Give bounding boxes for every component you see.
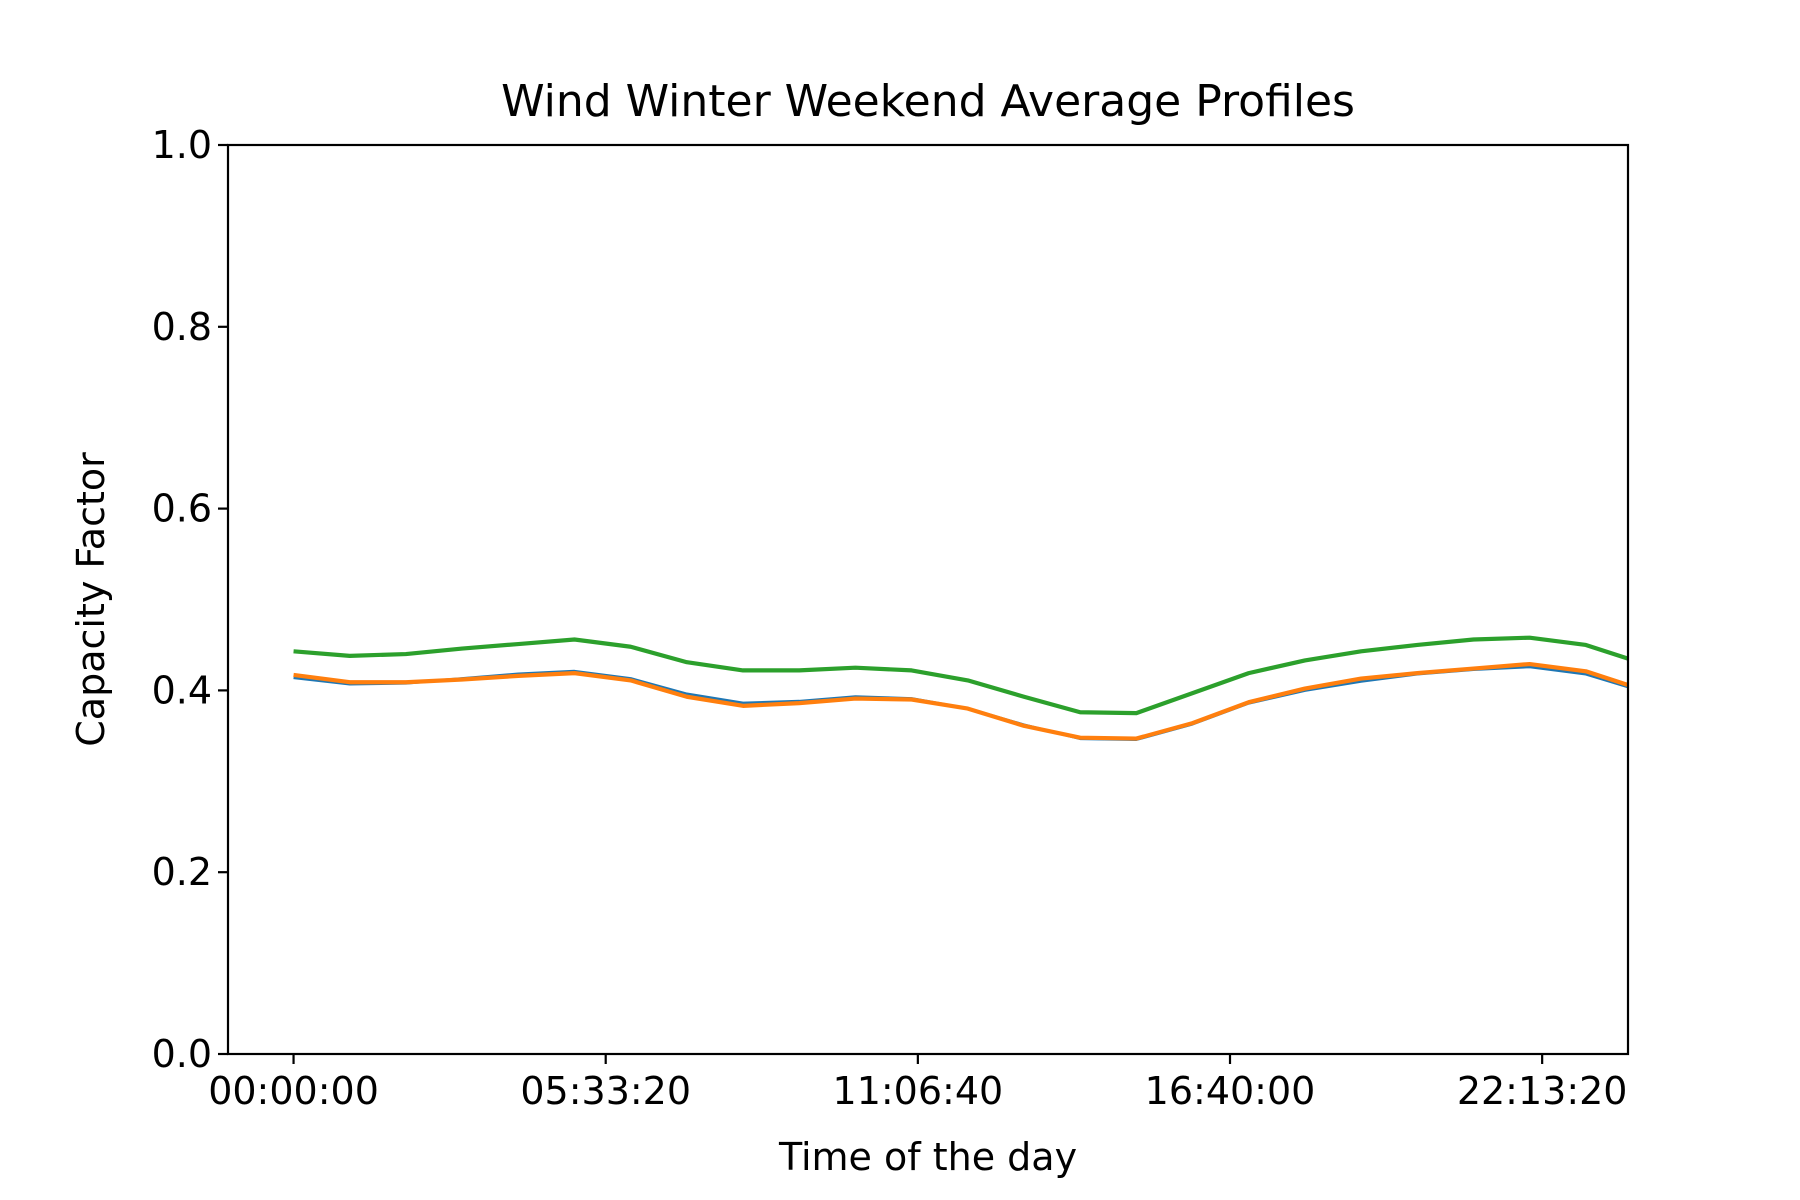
series-line-2 <box>293 661 1629 741</box>
chart-title: Wind Winter Weekend Average Profiles <box>501 76 1355 127</box>
x-tick-label: 16:40:00 <box>1145 1069 1316 1113</box>
y-tick-label: 0.6 <box>152 487 212 531</box>
y-tick-label: 0.8 <box>152 305 212 349</box>
series-layer <box>293 635 1629 741</box>
x-axis-ticks: 00:00:00 05:33:20 11:06:40 16:40:00 22:13:20 <box>208 1054 1627 1113</box>
y-tick-label: 1.0 <box>152 123 212 167</box>
y-axis-ticks: 0.0 0.2 0.4 0.6 0.8 1.0 <box>152 123 228 1076</box>
x-tick-label: 00:00:00 <box>208 1069 379 1113</box>
x-axis-label: Time of the day <box>778 1135 1077 1179</box>
y-tick-label: 0.0 <box>152 1032 212 1076</box>
x-tick-label: 11:06:40 <box>833 1069 1004 1113</box>
x-tick-label: 22:13:20 <box>1457 1069 1628 1113</box>
y-tick-label: 0.2 <box>152 850 212 894</box>
y-tick-label: 0.4 <box>152 668 212 712</box>
y-axis-label: Capacity Factor <box>69 452 113 747</box>
x-tick-label: 05:33:20 <box>520 1069 691 1113</box>
plot-area-frame <box>226 143 1630 1056</box>
series-line-3 <box>293 635 1629 716</box>
